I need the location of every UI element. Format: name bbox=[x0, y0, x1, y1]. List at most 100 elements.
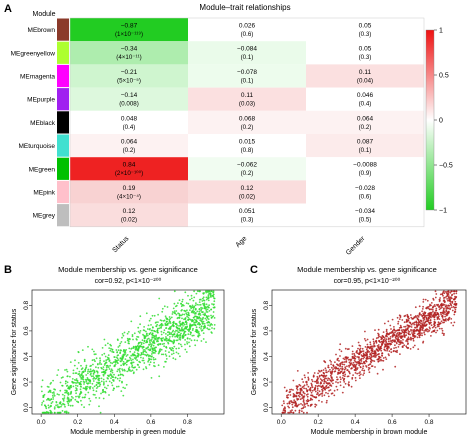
scatter-c-point bbox=[437, 321, 440, 324]
scatter-b-point bbox=[95, 383, 98, 386]
scatter-c-point bbox=[397, 322, 399, 325]
scatter-c-point bbox=[395, 350, 397, 353]
scatter-c-point bbox=[377, 328, 380, 331]
scatter-b-point bbox=[177, 302, 179, 304]
scatter-b-point bbox=[122, 355, 124, 358]
scatter-b-point bbox=[129, 338, 131, 341]
scatter-b-point bbox=[121, 381, 123, 384]
scatter-c-point bbox=[354, 372, 357, 374]
scatter-c-point bbox=[330, 392, 333, 395]
scatter-b-point bbox=[74, 382, 76, 384]
scatter-b-point bbox=[181, 326, 183, 329]
cell-p-value: (0.2) bbox=[241, 170, 254, 177]
scatter-c-point bbox=[440, 320, 443, 323]
scatter-c-points bbox=[281, 290, 458, 414]
scatter-c-point bbox=[294, 409, 297, 412]
scatter-b-point bbox=[171, 353, 173, 356]
scatter-b-point bbox=[126, 332, 129, 335]
scatter-c-point bbox=[416, 317, 419, 320]
scatter-b-point bbox=[110, 377, 112, 380]
scatter-c-point bbox=[394, 330, 397, 332]
scatter-b-point bbox=[56, 374, 59, 376]
scatter-c-point bbox=[297, 404, 299, 407]
scatter-b-point bbox=[84, 393, 87, 396]
scatter-c-point bbox=[387, 320, 390, 323]
scatter-b-point bbox=[130, 370, 132, 372]
scatter-c-point bbox=[454, 303, 457, 306]
scatter-b-point bbox=[150, 340, 153, 342]
scatter-c-point bbox=[430, 331, 433, 333]
scatter-c-point bbox=[317, 384, 320, 387]
scatter-b-point bbox=[168, 351, 170, 354]
scatter-b-point bbox=[52, 379, 54, 382]
heatmap-cell-MEgreen-Age bbox=[188, 157, 306, 181]
scatter-b-point bbox=[174, 322, 177, 325]
scatter-c-point bbox=[417, 322, 420, 324]
scatter-b-point bbox=[192, 334, 195, 337]
scatter-c-point bbox=[442, 321, 444, 324]
scatter-c-point bbox=[310, 382, 313, 385]
scatter-c-point bbox=[382, 368, 384, 371]
scatter-c-point bbox=[351, 363, 354, 366]
scatter-b-point bbox=[97, 376, 99, 378]
module-swatch-MEgreenyellow bbox=[57, 41, 69, 64]
scatter-b-point bbox=[124, 353, 127, 355]
scatter-b-point bbox=[71, 378, 74, 380]
scatter-b-point bbox=[194, 324, 197, 327]
scatter-c-point bbox=[402, 342, 404, 344]
scatter-c-point bbox=[376, 358, 379, 361]
scatter-c-point bbox=[364, 362, 366, 365]
scatter-b-point bbox=[98, 397, 101, 399]
scatter-b-point bbox=[121, 358, 123, 361]
scatter-b-point bbox=[69, 404, 72, 407]
scatter-b-point bbox=[75, 395, 77, 398]
scatter-b-point bbox=[153, 314, 156, 317]
scatter-c-point bbox=[433, 324, 436, 327]
scatter-c-point bbox=[343, 361, 346, 363]
scatter-b-point bbox=[169, 317, 172, 320]
scatter-c-point bbox=[302, 391, 305, 393]
scatter-b-point bbox=[93, 376, 95, 379]
scatter-c-point bbox=[336, 388, 339, 391]
scatter-b-point bbox=[133, 371, 135, 374]
scatter-b-point bbox=[89, 400, 92, 402]
scatter-b-point bbox=[181, 298, 184, 301]
scatter-c-point bbox=[288, 406, 290, 409]
scatter-c-point bbox=[400, 332, 403, 335]
scatter-b-point bbox=[76, 380, 79, 382]
scatter-b-point bbox=[69, 361, 72, 363]
scatter-b-point bbox=[152, 356, 155, 359]
scatter-b-point bbox=[70, 386, 73, 389]
scatter-b-point bbox=[87, 372, 89, 375]
cell-r-value: −0.34 bbox=[121, 46, 138, 53]
scatter-c-point bbox=[422, 301, 425, 303]
scatter-c-xtick-label: 0.4 bbox=[351, 419, 360, 426]
scatter-c-point bbox=[391, 331, 394, 334]
scatter-b-point bbox=[204, 306, 207, 308]
scatter-b-point bbox=[189, 325, 192, 327]
scatter-b-point bbox=[205, 303, 208, 306]
cell-p-value: (1×10⁻¹¹⁹) bbox=[115, 31, 143, 38]
scatter-c-point bbox=[444, 313, 446, 315]
scatter-b-point bbox=[179, 337, 182, 339]
scatter-c-point bbox=[423, 330, 426, 332]
scatter-b-point bbox=[173, 302, 176, 305]
scatter-c-point bbox=[348, 348, 350, 350]
scatter-c-point bbox=[381, 340, 383, 343]
scatter-c-point bbox=[336, 363, 338, 366]
scatter-b-point bbox=[194, 304, 197, 307]
scatter-b-point bbox=[98, 377, 101, 380]
scatter-c-point bbox=[428, 329, 431, 332]
scatter-c-point bbox=[378, 356, 381, 358]
cell-p-value: (0.5) bbox=[359, 217, 372, 224]
scatter-b-point bbox=[193, 339, 196, 342]
scatter-b-point bbox=[53, 393, 55, 395]
scatter-c-point bbox=[329, 389, 332, 391]
scatter-c-point bbox=[432, 310, 434, 312]
scatter-c-point bbox=[300, 407, 303, 410]
scatter-c-point bbox=[306, 402, 308, 405]
scatter-c-point bbox=[432, 306, 434, 309]
scatter-b-point bbox=[67, 404, 70, 407]
scatter-b-point bbox=[95, 390, 98, 393]
scatter-c-point bbox=[407, 316, 409, 319]
